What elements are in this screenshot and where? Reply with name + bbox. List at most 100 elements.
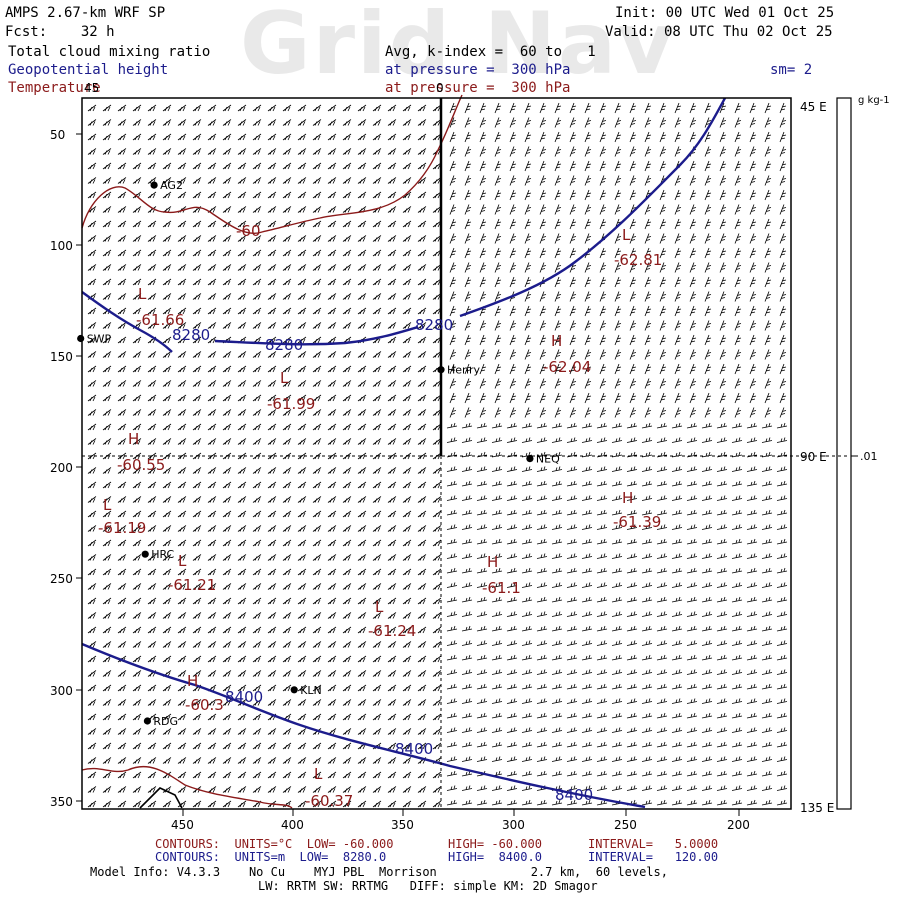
wind-barb bbox=[671, 727, 683, 733]
wind-barb bbox=[102, 771, 112, 779]
wind-barb bbox=[521, 654, 533, 661]
wind-barb bbox=[536, 538, 548, 545]
wind-barb bbox=[581, 712, 593, 719]
wind-barb bbox=[282, 771, 292, 779]
wind-barb bbox=[779, 247, 787, 259]
wind-barb bbox=[566, 437, 578, 443]
wind-barb bbox=[749, 233, 757, 244]
wind-barb bbox=[476, 669, 488, 675]
wind-barb bbox=[312, 235, 322, 242]
wind-barb bbox=[402, 423, 412, 431]
wind-barb bbox=[611, 741, 623, 748]
wind-barb bbox=[222, 481, 232, 489]
wind-barb bbox=[282, 264, 292, 271]
wind-barb bbox=[417, 409, 427, 416]
wind-barb bbox=[252, 583, 262, 590]
wind-barb bbox=[192, 771, 202, 779]
wind-barb bbox=[222, 148, 232, 155]
wind-barb bbox=[237, 713, 247, 721]
wind-barb bbox=[461, 582, 473, 588]
wind-barb bbox=[566, 799, 578, 806]
wind-barb bbox=[779, 334, 787, 346]
wind-barb bbox=[626, 437, 638, 443]
wind-barb bbox=[222, 119, 232, 126]
wind-barb bbox=[614, 160, 622, 172]
wind-barb bbox=[764, 262, 772, 273]
wind-barb bbox=[402, 307, 412, 315]
wind-barb bbox=[524, 407, 532, 418]
wind-barb bbox=[446, 625, 458, 632]
wind-barb bbox=[327, 307, 337, 315]
wind-barb bbox=[641, 495, 653, 501]
right-label-top: 45 E bbox=[800, 100, 827, 114]
wind-barb bbox=[147, 655, 157, 663]
wind-barb bbox=[417, 119, 427, 126]
wind-barb bbox=[282, 365, 292, 373]
y-tick-label: 300 bbox=[50, 684, 73, 698]
wind-barb bbox=[312, 684, 322, 692]
wind-barb bbox=[267, 583, 277, 590]
wind-barb bbox=[327, 162, 337, 170]
wind-barb bbox=[432, 351, 442, 358]
wind-barb bbox=[686, 712, 698, 719]
wind-barb bbox=[521, 611, 533, 617]
height-label: 8280 bbox=[415, 316, 453, 334]
wind-barb bbox=[87, 757, 97, 764]
wind-barb bbox=[476, 567, 488, 574]
wind-barb bbox=[626, 451, 638, 458]
wind-barb bbox=[162, 307, 172, 315]
wind-barb bbox=[237, 307, 247, 315]
wind-barb bbox=[282, 699, 292, 706]
wind-barb bbox=[734, 247, 742, 259]
wind-barb bbox=[147, 365, 157, 373]
wind-barb bbox=[237, 800, 247, 808]
wind-barb bbox=[704, 320, 712, 331]
wind-barb bbox=[252, 554, 262, 561]
wind-barb bbox=[464, 102, 472, 114]
wind-barb bbox=[734, 392, 742, 404]
wind-barb bbox=[611, 582, 623, 588]
wind-barb bbox=[446, 756, 458, 762]
wind-barb bbox=[387, 713, 397, 721]
wind-barb bbox=[566, 669, 578, 675]
wind-barb bbox=[584, 131, 592, 143]
wind-barb bbox=[449, 102, 457, 114]
wind-barb bbox=[312, 597, 322, 605]
wind-barb bbox=[581, 480, 593, 487]
wind-barb bbox=[282, 249, 292, 257]
wind-barb bbox=[102, 220, 112, 228]
wind-barb bbox=[222, 351, 232, 358]
wind-barb bbox=[704, 131, 712, 143]
wind-barb bbox=[357, 119, 367, 126]
wind-barb bbox=[596, 741, 608, 748]
wind-barb bbox=[746, 625, 758, 632]
wind-barb bbox=[449, 291, 457, 302]
wind-barb bbox=[536, 480, 548, 487]
wind-barb bbox=[599, 146, 607, 157]
wind-barb bbox=[87, 583, 97, 590]
wind-barb bbox=[417, 510, 427, 518]
wind-barb bbox=[342, 249, 352, 257]
wind-barb bbox=[177, 162, 187, 170]
wind-barb bbox=[689, 204, 697, 215]
wind-barb bbox=[599, 320, 607, 331]
wind-barb bbox=[267, 220, 277, 228]
wind-barb bbox=[417, 235, 427, 242]
wind-barb bbox=[476, 741, 488, 748]
wind-barb bbox=[372, 626, 382, 634]
wind-barb bbox=[357, 467, 367, 474]
wind-barb bbox=[342, 220, 352, 228]
wind-barb bbox=[432, 409, 442, 416]
wind-barb bbox=[417, 104, 427, 112]
wind-barb bbox=[536, 756, 548, 762]
wind-barb bbox=[569, 291, 577, 302]
wind-barb bbox=[476, 509, 488, 516]
wind-barb bbox=[147, 510, 157, 518]
wind-barb bbox=[776, 422, 788, 429]
wind-barb bbox=[342, 597, 352, 605]
wind-barb bbox=[372, 467, 382, 474]
wind-barb bbox=[102, 206, 112, 213]
wind-barb bbox=[162, 684, 172, 692]
wind-barb bbox=[207, 220, 217, 228]
